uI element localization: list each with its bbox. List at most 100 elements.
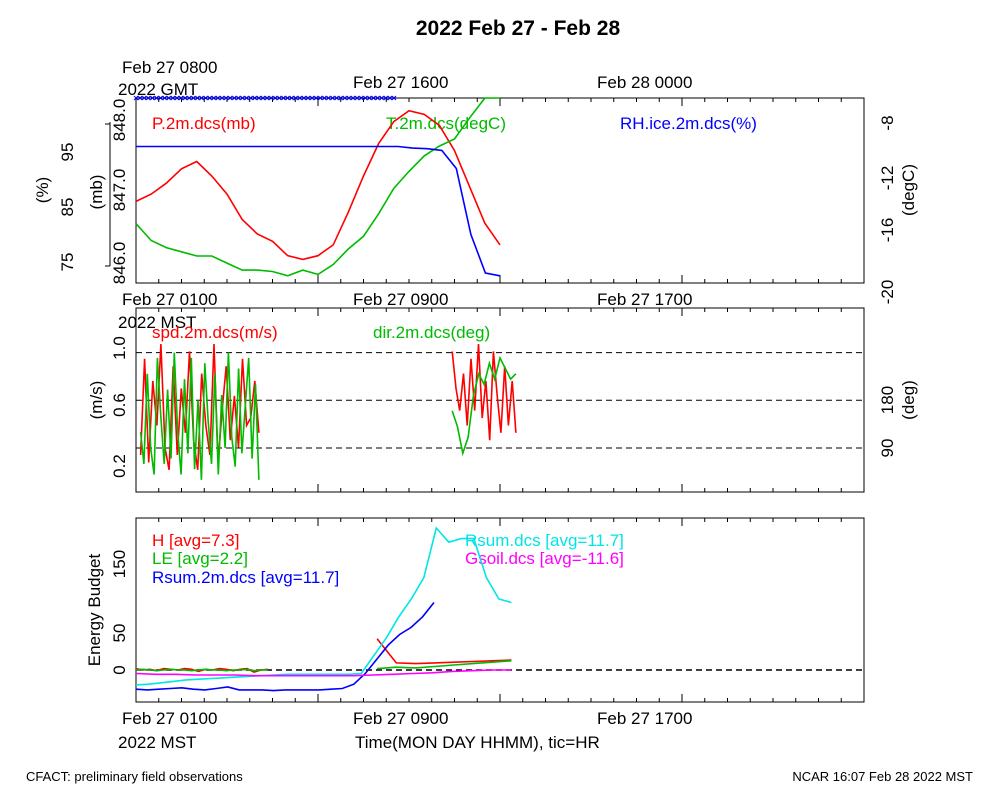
- rh-marker: [211, 95, 217, 101]
- bottom-axis-tick-1: Feb 27 0100: [122, 709, 217, 728]
- rh-marker: [244, 95, 249, 101]
- legend-rh: RH.ice.2m.dcs(%): [620, 114, 757, 133]
- legend-spd: spd.2m.dcs(m/s): [152, 323, 278, 342]
- rh-marker: [174, 95, 180, 101]
- rh-marker: [387, 95, 393, 101]
- rh-marker: [346, 95, 352, 101]
- bottom-series-3-segment-0: [135, 526, 512, 686]
- legend-h: H [avg=7.3]: [152, 531, 239, 550]
- y-tick-1-0: 1.0: [110, 336, 129, 360]
- rh-marker: [145, 95, 151, 101]
- rh-marker: [322, 95, 327, 101]
- bottom-axis-year: 2022 MST: [118, 733, 196, 752]
- rh-marker: [219, 95, 225, 101]
- rh-marker: [317, 95, 323, 101]
- rh-marker: [350, 95, 356, 101]
- top-series-line-2: [136, 145, 501, 277]
- rh-marker: [334, 95, 340, 101]
- y-label-degc: (degC): [899, 164, 918, 216]
- bottom-series-2-segment-0: [135, 602, 435, 692]
- y-tick-95: 95: [58, 143, 77, 162]
- x-axis-label: Time(MON DAY HHMM), tic=HR: [355, 733, 600, 752]
- rh-marker: [260, 95, 266, 101]
- rh-marker: [309, 95, 315, 101]
- plot-layer: [133, 95, 865, 702]
- y-tick-minus16: -16: [878, 218, 897, 243]
- rh-marker: [326, 95, 331, 101]
- mid-axis-tick-3: Feb 27 1700: [597, 290, 692, 309]
- y-label-mb: (mb): [87, 175, 106, 210]
- legend-le: LE [avg=2.2]: [152, 549, 248, 568]
- top-axis-tick-1: Feb 27 0800: [122, 58, 217, 77]
- y-tick-0-2: 0.2: [110, 454, 129, 478]
- y-tick-848: 848.0: [110, 99, 129, 142]
- rh-marker: [170, 95, 176, 101]
- rh-marker: [150, 95, 155, 101]
- y-tick-847: 847.0: [110, 169, 129, 212]
- rh-marker: [190, 95, 196, 101]
- y-tick-180: 180: [878, 386, 897, 414]
- mid-axis-tick-2: Feb 27 0900: [353, 290, 448, 309]
- rh-marker: [182, 95, 188, 101]
- rh-marker: [133, 95, 139, 101]
- rh-marker: [268, 95, 274, 101]
- y-label-energy: Energy Budget: [85, 553, 104, 666]
- rh-marker: [281, 95, 286, 101]
- mid-series-0-segment-1: [451, 343, 517, 441]
- bottom-axis-tick-3: Feb 27 1700: [597, 709, 692, 728]
- chart-title: 2022 Feb 27 - Feb 28: [416, 17, 621, 40]
- bottom-series-1-segment-0: [135, 668, 268, 672]
- legend-dir: dir.2m.dcs(deg): [373, 323, 490, 342]
- rh-marker: [272, 95, 278, 101]
- y-label-deg: (deg): [899, 380, 918, 420]
- y-tick-846: 846.0: [110, 242, 129, 285]
- rh-marker: [379, 95, 385, 101]
- legend-t-degc: T.2m.dcs(degC): [386, 114, 506, 133]
- rh-marker: [313, 95, 319, 101]
- rh-marker: [248, 95, 254, 101]
- rh-marker: [301, 95, 307, 101]
- top-series-line-1: [135, 97, 501, 277]
- rh-marker: [207, 95, 213, 101]
- rh-marker: [223, 95, 229, 101]
- rh-marker: [293, 95, 299, 101]
- y-label-ms: (m/s): [87, 381, 106, 420]
- rh-marker: [289, 95, 294, 101]
- y-tick-0: 0: [110, 665, 129, 674]
- rh-marker: [276, 95, 282, 101]
- rh-marker: [162, 95, 168, 101]
- rh-marker: [358, 95, 364, 101]
- y-tick-50: 50: [110, 624, 129, 643]
- bottom-series-0-segment-1: [376, 638, 512, 665]
- rh-marker: [264, 95, 270, 101]
- mid-axis-tick-1: Feb 27 0100: [122, 290, 217, 309]
- rh-marker: [199, 95, 204, 101]
- rh-marker: [215, 95, 221, 101]
- rh-marker: [154, 95, 159, 101]
- top-axis-year: 2022 GMT: [118, 80, 198, 99]
- rh-marker: [383, 95, 389, 101]
- rh-marker: [297, 95, 303, 101]
- bottom-series-1-segment-1: [377, 660, 512, 670]
- rh-marker: [330, 95, 335, 101]
- legend-rsum-2m: Rsum.2m.dcs [avg=11.7]: [152, 568, 339, 587]
- rh-marker: [367, 95, 372, 101]
- footer-right: NCAR 16:07 Feb 28 2022 MST: [792, 769, 973, 784]
- legend-rsum: Rsum.dcs [avg=11.7]: [465, 531, 624, 550]
- rh-marker: [391, 95, 397, 101]
- top-axis-tick-3: Feb 28 0000: [597, 73, 692, 92]
- rh-marker: [141, 95, 147, 101]
- bottom-axis-tick-2: Feb 27 0900: [353, 709, 448, 728]
- legend-gsoil: Gsoil.dcs [avg=-11.6]: [465, 549, 624, 568]
- rh-marker: [166, 95, 172, 101]
- rh-marker: [252, 95, 258, 101]
- rh-marker: [375, 95, 380, 101]
- rh-marker: [186, 95, 192, 101]
- y-tick-85: 85: [58, 198, 77, 217]
- top-series-line-0: [135, 109, 501, 261]
- rh-marker: [354, 95, 360, 101]
- rh-marker: [371, 95, 376, 101]
- rh-marker: [231, 95, 237, 101]
- rh-marker: [256, 95, 262, 101]
